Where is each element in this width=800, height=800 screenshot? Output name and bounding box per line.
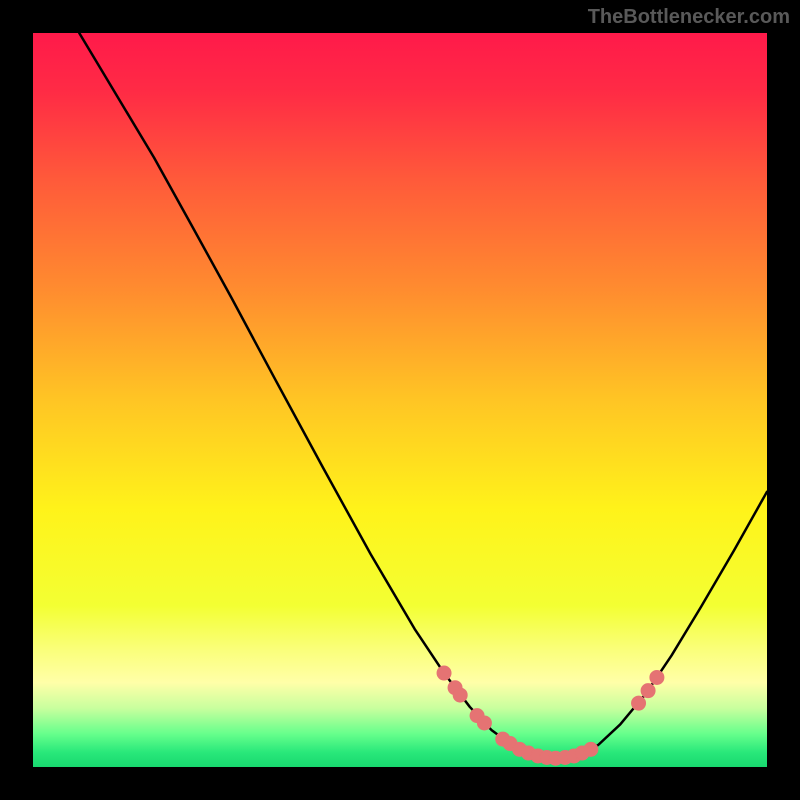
data-marker xyxy=(437,666,451,680)
data-marker xyxy=(477,716,491,730)
data-marker xyxy=(650,670,664,684)
plot-area xyxy=(33,33,767,767)
watermark-text: TheBottlenecker.com xyxy=(588,6,790,29)
data-marker xyxy=(632,696,646,710)
data-marker xyxy=(641,684,655,698)
data-marker xyxy=(584,742,598,756)
bottleneck-curve xyxy=(79,33,767,758)
curve-layer xyxy=(33,33,767,767)
chart-canvas: TheBottlenecker.com xyxy=(0,0,800,800)
data-marker xyxy=(453,688,467,702)
